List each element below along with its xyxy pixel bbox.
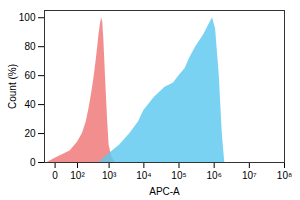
svg-text:10⁷: 10⁷ (242, 170, 257, 181)
svg-text:0: 0 (52, 170, 58, 181)
svg-text:10⁶: 10⁶ (207, 170, 222, 181)
svg-text:20: 20 (24, 128, 36, 139)
svg-text:0: 0 (30, 157, 36, 168)
svg-text:10⁸: 10⁸ (277, 170, 292, 181)
svg-text:10³: 10³ (102, 170, 117, 181)
svg-text:40: 40 (24, 99, 36, 110)
svg-text:10⁴: 10⁴ (136, 170, 151, 181)
svg-text:10²: 10² (70, 170, 85, 181)
svg-text:APC-A: APC-A (149, 186, 180, 197)
svg-text:10⁵: 10⁵ (171, 170, 186, 181)
svg-text:80: 80 (24, 41, 36, 52)
svg-text:Count (%): Count (%) (7, 64, 18, 109)
svg-text:60: 60 (24, 70, 36, 81)
svg-text:100: 100 (19, 12, 36, 23)
